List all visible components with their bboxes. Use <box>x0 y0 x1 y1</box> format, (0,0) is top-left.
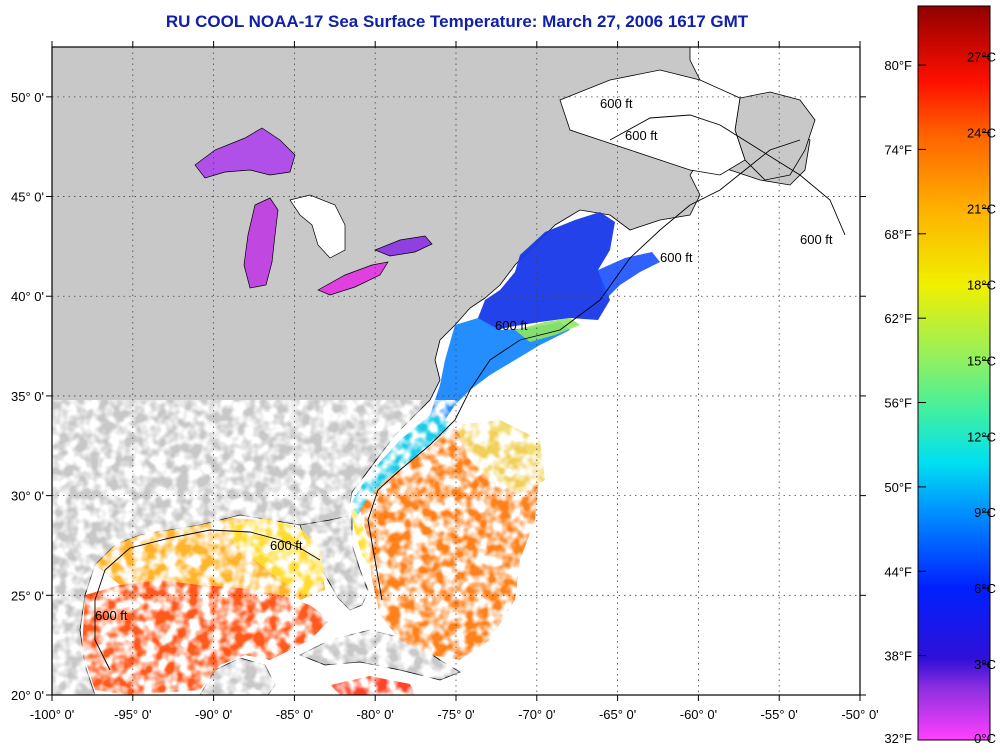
x-tick-label: -95° 0' <box>114 707 151 722</box>
lake-erie <box>317 261 389 296</box>
gulf-st-lawrence-no-data <box>559 69 746 176</box>
x-tick-label: -75° 0' <box>437 707 474 722</box>
x-tick-label: -70° 0' <box>518 707 555 722</box>
x-tick-label: -100° 0' <box>30 707 75 722</box>
isobath-600ft-contour <box>94 114 846 671</box>
contour-label: 600 ft <box>270 538 303 553</box>
lake-superior <box>194 127 296 179</box>
x-tick-label: -60° 0' <box>680 707 717 722</box>
map-title: RU COOL NOAA-17 Sea Surface Temperature:… <box>165 12 749 31</box>
colorbar-fahrenheit-label: 68°F <box>884 227 912 242</box>
colorbar-fahrenheit-label: 56°F <box>884 396 912 411</box>
colorbar-fahrenheit-label: 50°F <box>884 480 912 495</box>
sst-shelf-edge-warm <box>515 318 580 342</box>
contour-label: 600 ft <box>95 608 128 623</box>
colorbar <box>917 5 991 741</box>
contour-label: 600 ft <box>800 232 833 247</box>
x-tick-label: -80° 0' <box>357 707 394 722</box>
colorbar-celsius-label: 24°C <box>967 126 996 141</box>
colorbar-fahrenheit-label: 32°F <box>884 731 912 746</box>
y-tick-label: 40° 0' <box>11 289 44 304</box>
y-tick-label: 45° 0' <box>11 190 44 205</box>
contour-label: 600 ft <box>660 250 693 265</box>
lake-michigan <box>243 197 279 289</box>
y-tick-label: 20° 0' <box>11 688 44 703</box>
map-panel: 600 ft 600 ft 600 ft 600 ft 600 ft 600 f… <box>52 47 860 695</box>
lake-huron <box>289 194 346 259</box>
colorbar-celsius-label: 15°C <box>967 353 996 368</box>
colorbar-celsius-label: 9°C <box>974 505 996 520</box>
graticule <box>52 47 860 695</box>
colorbar-fahrenheit-label: 80°F <box>884 58 912 73</box>
y-tick-label: 50° 0' <box>11 90 44 105</box>
x-tick-label: -65° 0' <box>599 707 636 722</box>
sst-nova-scotia-shelf <box>598 252 660 300</box>
colorbar-celsius-label: 3°C <box>974 657 996 672</box>
contour-label: 600 ft <box>495 318 528 333</box>
colorbar-celsius-label: 18°C <box>967 277 996 292</box>
contour-label: 600 ft <box>600 96 633 111</box>
colorbar-celsius-label: 6°C <box>974 581 996 596</box>
colorbar-labels: 27°C 24°C 21°C 18°C 15°C 12°C 9°C 6°C 3°C 0°C 80°F… <box>884 50 996 746</box>
colorbar-celsius-label: 12°C <box>967 429 996 444</box>
contour-label: 600 ft <box>625 128 658 143</box>
x-tick-label: -55° 0' <box>761 707 798 722</box>
colorbar-fahrenheit-label: 62°F <box>884 311 912 326</box>
colorbar-fahrenheit-label: 44°F <box>884 564 912 579</box>
colorbar-celsius-label: 21°C <box>967 201 996 216</box>
axis-ticks: -100° 0' -95° 0' -90° 0' -85° 0' -80° 0' -75°… <box>11 41 879 722</box>
sst-mid-atlantic-shelf <box>430 318 570 420</box>
sst-gulf-of-maine <box>478 212 615 330</box>
colorbar-celsius-label: 0°C <box>974 731 996 746</box>
x-tick-label: -50° 0' <box>841 707 878 722</box>
cloud-mask-speckle <box>52 400 552 695</box>
colorbar-celsius-label: 27°C <box>967 50 996 65</box>
y-tick-label: 25° 0' <box>11 588 44 603</box>
y-tick-label: 30° 0' <box>11 489 44 504</box>
lake-ontario <box>374 235 433 257</box>
colorbar-fahrenheit-label: 38°F <box>884 649 912 664</box>
y-tick-label: 35° 0' <box>11 389 44 404</box>
colorbar-fahrenheit-label: 74°F <box>884 142 912 157</box>
x-tick-label: -90° 0' <box>195 707 232 722</box>
x-tick-label: -85° 0' <box>276 707 313 722</box>
